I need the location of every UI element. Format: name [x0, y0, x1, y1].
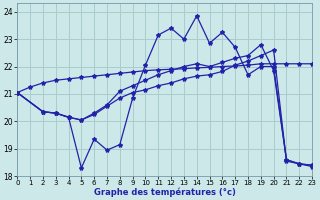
X-axis label: Graphe des températures (°c): Graphe des températures (°c): [94, 187, 236, 197]
